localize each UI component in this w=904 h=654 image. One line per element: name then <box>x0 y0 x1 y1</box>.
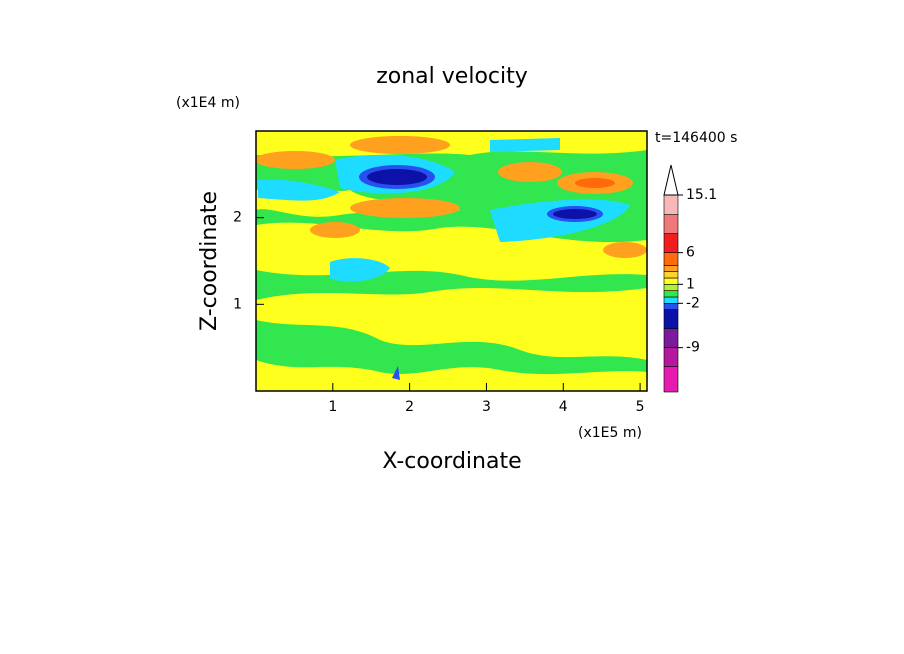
contour-field <box>256 131 647 391</box>
x-tick-label: 3 <box>482 399 491 415</box>
x-tick-label: 2 <box>405 399 414 415</box>
x-tick-label: 5 <box>636 399 645 415</box>
contour-region <box>256 151 335 169</box>
contour-region <box>350 198 460 218</box>
colorbar-segment <box>663 277 679 285</box>
contour-region <box>490 138 560 152</box>
colorbar-tick-label: -2 <box>686 295 700 311</box>
contour-region <box>553 209 597 219</box>
chart-title: zonal velocity <box>376 64 528 89</box>
colorbar-segment <box>663 194 679 215</box>
colorbar-segment <box>663 347 679 367</box>
colorbar-segment <box>663 309 679 329</box>
colorbar-segment <box>663 366 679 393</box>
colorbar-segment <box>663 252 679 266</box>
time-annotation: t=146400 s <box>655 130 737 146</box>
contour-region <box>310 222 360 238</box>
colorbar-segment <box>663 284 679 291</box>
colorbar-segment <box>663 265 679 272</box>
contour-region <box>350 136 450 154</box>
contour-region <box>575 178 615 188</box>
colorbar-tick-label: -9 <box>686 340 700 356</box>
plot-frame <box>255 130 648 392</box>
y-tick-label: 1 <box>233 296 242 312</box>
x-axis-label: X-coordinate <box>382 449 521 474</box>
y-tick-label: 2 <box>233 210 242 226</box>
contour-region <box>256 320 647 375</box>
contour-region <box>330 258 390 282</box>
colorbar-segment <box>663 271 679 279</box>
contour-region <box>603 242 647 258</box>
colorbar-tick-label: 6 <box>686 245 695 261</box>
x-tick-label: 1 <box>328 399 337 415</box>
x-unit: (x1E5 m) <box>578 425 642 441</box>
x-tick-label: 4 <box>559 399 568 415</box>
y-axis-label: Z-coordinate <box>197 191 222 331</box>
colorbar-segment <box>663 233 679 253</box>
colorbar-extension <box>663 164 679 196</box>
colorbar-segment <box>663 214 679 234</box>
colorbar-segment <box>663 296 679 304</box>
contour-region <box>392 366 400 380</box>
contour-region <box>498 162 562 182</box>
colorbar-segment <box>663 328 679 348</box>
colorbar-segment <box>663 290 679 298</box>
contour-region <box>258 179 340 201</box>
colorbar-segment <box>663 303 679 310</box>
y-unit: (x1E4 m) <box>176 95 240 111</box>
colorbar-tick-label: 15.1 <box>686 187 717 203</box>
contour-region <box>367 169 427 185</box>
colorbar-tick-label: 1 <box>686 276 695 292</box>
